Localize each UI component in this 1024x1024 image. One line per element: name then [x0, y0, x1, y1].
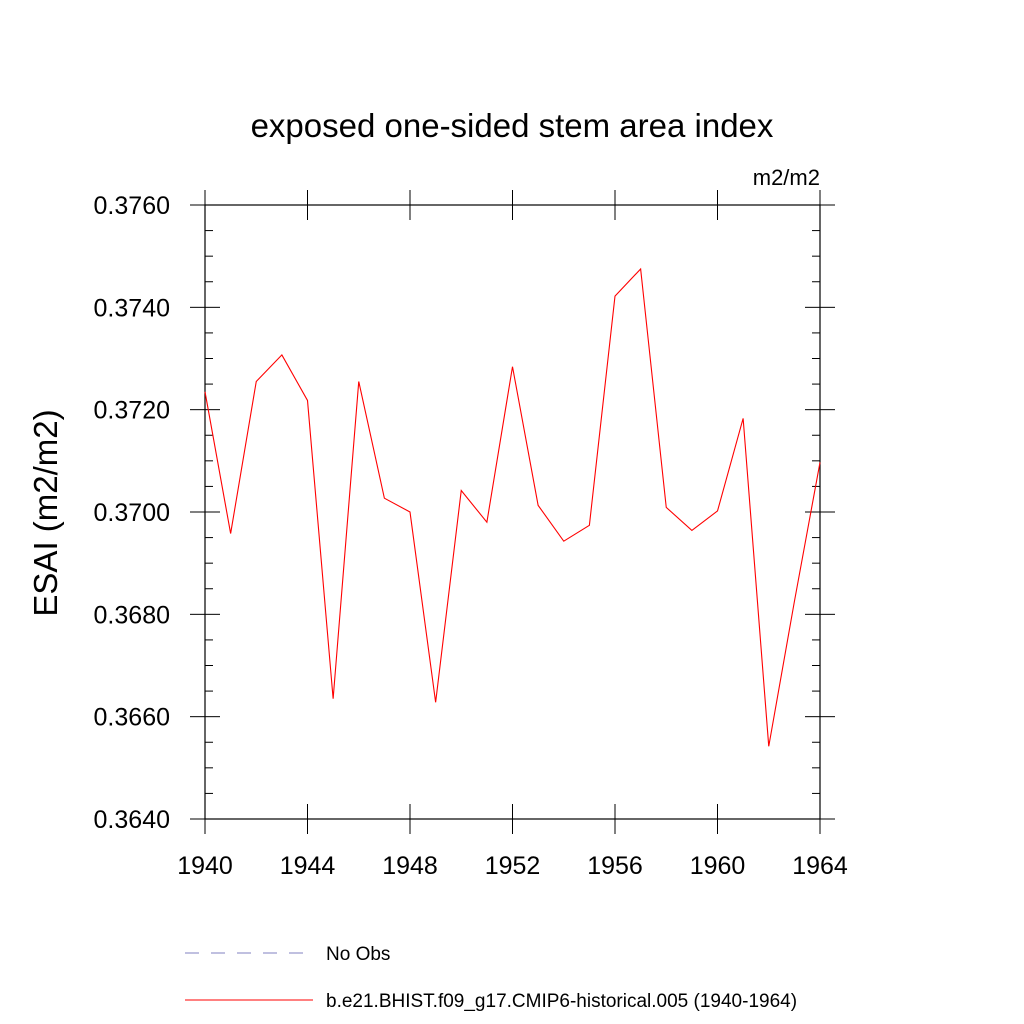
series-layer — [204, 267, 821, 747]
y-tick-label: 0.3700 — [94, 499, 170, 527]
x-tick-label: 1956 — [587, 852, 643, 880]
x-tick-label: 1940 — [177, 852, 233, 880]
y-tick-label: 0.3740 — [94, 294, 170, 322]
legend-label-no-obs: No Obs — [326, 944, 390, 965]
y-tick-label: 0.3640 — [94, 806, 170, 834]
units-label: m2/m2 — [753, 165, 820, 190]
y-tick-labels: 0.3640 0.3660 0.3680 0.3700 0.3720 0.3740 0.37… — [94, 192, 170, 834]
legend-label-historical: b.e21.BHIST.f09_g17.CMIP6-historical.005… — [326, 991, 797, 1012]
y-tick-label: 0.3680 — [94, 601, 170, 629]
series-line-0 — [204, 267, 821, 747]
x-tick-label: 1948 — [382, 852, 438, 880]
plot-frame — [204, 204, 821, 820]
x-tick-label: 1964 — [792, 852, 848, 880]
y-tick-label: 0.3660 — [94, 704, 170, 732]
legend: No Obs b.e21.BHIST.f09_g17.CMIP6-histori… — [185, 944, 797, 1012]
axis-ticks — [190, 190, 835, 834]
y-axis-title: ESAI (m2/m2) — [27, 409, 64, 616]
x-tick-label: 1952 — [485, 852, 541, 880]
y-tick-label: 0.3720 — [94, 397, 170, 425]
chart-title: exposed one-sided stem area index — [251, 107, 774, 144]
x-tick-labels: 1940 1944 1948 1952 1956 1960 1964 — [177, 852, 848, 880]
y-tick-label: 0.3760 — [94, 192, 170, 220]
x-tick-label: 1960 — [690, 852, 746, 880]
x-tick-label: 1944 — [280, 852, 336, 880]
